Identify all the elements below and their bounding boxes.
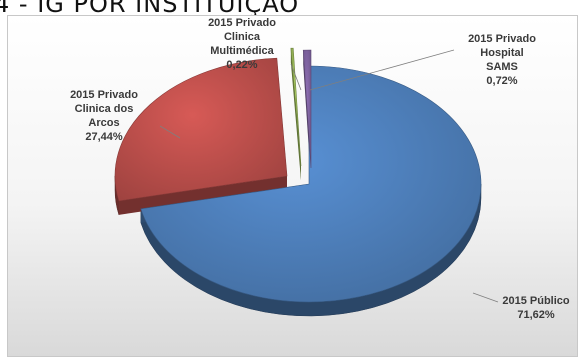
pie-slice-0 [140, 65, 482, 303]
data-label-1: 2015 Privado Clinica dos Arcos 27,44% [70, 89, 138, 143]
pie-slice-edge-2-0 [290, 48, 301, 180]
data-label-3-line-1: Hospital [480, 47, 523, 59]
data-label-2-line-3: 0,22% [226, 59, 257, 71]
leader-line-3 [309, 49, 455, 91]
pie-chart: 2015 Público 71,62% 2015 Privado Clinica do… [70, 17, 570, 321]
leader-line-2 [290, 63, 302, 91]
data-label-2-line-2: Multimédica [210, 45, 274, 57]
leader-line-0 [472, 292, 499, 303]
data-label-2: 2015 Privado Clinica Multimédica 0,22% [208, 17, 276, 71]
data-label-1-line-3: 27,44% [85, 131, 123, 143]
chart-area: 2015 Público 71,62% 2015 Privado Clinica do… [7, 15, 578, 357]
data-label-0-line-0: 2015 Público [502, 295, 570, 307]
pie-slice-1 [114, 57, 288, 202]
pie-slice-3 [302, 49, 312, 169]
page-title: 4 - IG POR INSTITUIÇÃO [0, 0, 300, 18]
data-label-2-line-0: 2015 Privado [208, 17, 276, 29]
data-label-0: 2015 Público 71,62% [502, 295, 570, 321]
data-label-1-line-1: Clinica dos [75, 103, 134, 115]
data-label-3-line-3: 0,72% [486, 75, 517, 87]
pie-slice-2 [290, 47, 302, 167]
data-label-3-line-2: SAMS [486, 61, 518, 73]
data-label-3-line-0: 2015 Privado [468, 33, 536, 45]
leader-line-1 [159, 125, 181, 139]
pie-slice-edge-1-0 [118, 176, 287, 215]
data-label-0-line-1: 71,62% [517, 309, 555, 321]
data-label-2-line-1: Clinica [224, 31, 261, 43]
data-label-1-line-2: Arcos [88, 117, 119, 129]
data-label-1-line-0: 2015 Privado [70, 89, 138, 101]
data-label-3: 2015 Privado Hospital SAMS 0,72% [468, 33, 536, 87]
